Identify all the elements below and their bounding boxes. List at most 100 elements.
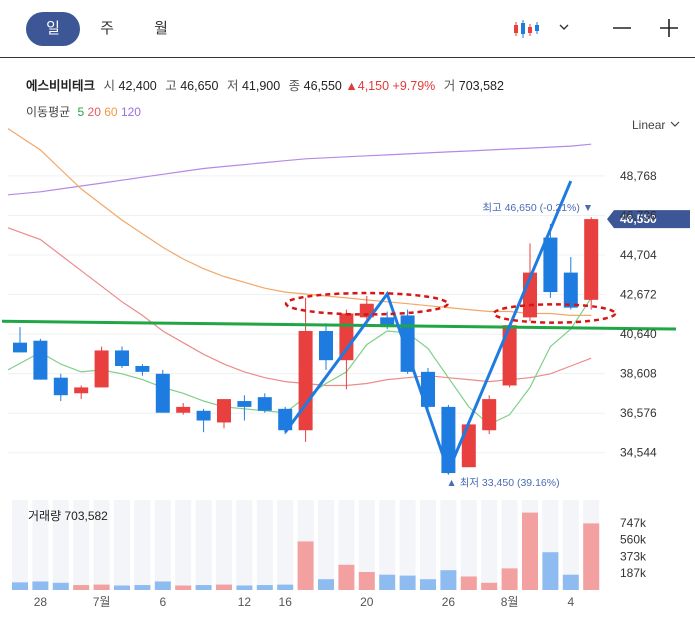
current-price-label: 46,550 (620, 212, 657, 226)
volume-bar (216, 584, 232, 590)
low-label: 저 (226, 79, 239, 93)
plus-icon[interactable] (655, 14, 683, 42)
candle-body (196, 410, 211, 421)
volume-bar (256, 585, 273, 590)
volume-bar (195, 585, 212, 590)
volume-bar (379, 574, 396, 590)
top-divider (0, 57, 695, 58)
candle-body (359, 303, 374, 318)
volume-column (420, 500, 436, 590)
volume-column (195, 500, 212, 590)
volume-title-value: 703,582 (64, 509, 108, 523)
candles (13, 217, 599, 475)
high-annotation: 최고 46,650 (-0.21%) ▼ (482, 202, 593, 214)
volume-tick-label: 373k (620, 549, 647, 563)
ma120-line (7, 143, 592, 196)
candle-body (380, 317, 395, 328)
volume-column (562, 500, 579, 590)
x-tick-label: 12 (238, 595, 252, 609)
x-tick-label: 8월 (501, 595, 519, 609)
y-tick-label: 38,608 (620, 367, 657, 381)
ma-60[interactable]: 60 (104, 105, 118, 119)
candle-body (135, 366, 150, 372)
volume-column (114, 500, 130, 590)
axes: 48,768 46,736 44,704 42,672 40,640 38,608 36,5… (34, 169, 657, 609)
x-tick-label: 16 (279, 595, 293, 609)
candle-body (319, 330, 333, 361)
volume-column (460, 500, 477, 590)
change-value: ▲4,150 (345, 79, 390, 93)
candle-body (563, 272, 578, 308)
volume-column (501, 500, 518, 590)
x-tick-label: 26 (442, 595, 456, 609)
high-label: 고 (165, 79, 177, 93)
volume-column (256, 500, 273, 590)
volume-bar (12, 582, 28, 590)
volume-column (481, 500, 498, 590)
volume-bar (134, 585, 151, 590)
ma-5[interactable]: 5 (77, 105, 85, 119)
candle-body (115, 350, 129, 367)
quote-summary: 에스비비테크 시 42,400 고 46,650 저 41,900 종 46,5… (26, 75, 504, 94)
candle-body (33, 340, 48, 380)
ma-label: 이동평균 (26, 105, 71, 119)
volume-column (73, 500, 90, 590)
volume-column (216, 500, 232, 590)
pattern-annotations: 최고 46,650 (-0.21%) ▼ ▲ 최저 33,450 (39.16%)… (1, 180, 690, 489)
candlestick-icon[interactable] (512, 14, 540, 42)
volume-column (12, 500, 28, 590)
ma-20[interactable]: 20 (87, 105, 101, 119)
pattern-line (283, 180, 573, 476)
candle-body (53, 377, 68, 396)
candle-body (237, 401, 252, 407)
volume-bar (236, 585, 253, 590)
volume-bar (338, 564, 355, 590)
x-tick-label: 4 (567, 595, 574, 609)
volume-bar (440, 570, 457, 590)
volume-bar (399, 575, 416, 590)
minus-icon[interactable] (608, 14, 636, 42)
tab-daily[interactable]: 일 (26, 12, 80, 46)
volume-column (93, 500, 110, 590)
volume-bar (297, 541, 314, 590)
y-tick-label: 46,736 (620, 208, 657, 222)
chevron-down-icon (670, 121, 680, 127)
volume-column (399, 500, 416, 590)
x-tick-label: 28 (34, 595, 48, 609)
volume-tick-label: 747k (620, 516, 647, 530)
stock-name: 에스비비테크 (26, 79, 96, 93)
volume-bar (154, 581, 171, 590)
candle-body (155, 373, 170, 413)
highlight-ellipse (492, 303, 617, 324)
candle-body (400, 315, 415, 372)
y-tick-label: 42,672 (620, 288, 657, 302)
ma-120[interactable]: 120 (120, 105, 141, 119)
x-tick-label: 6 (159, 595, 166, 609)
y-tick-label: 36,576 (620, 406, 657, 420)
scale-selector[interactable]: Linear (632, 118, 681, 132)
candle-body (257, 397, 272, 411)
ma60-line (7, 128, 592, 316)
volume-bars (12, 500, 600, 590)
y-tick-label: 48,768 (620, 169, 657, 183)
y-tick-label: 44,704 (620, 248, 657, 262)
volume-column (440, 500, 457, 590)
chevron-down-icon[interactable] (556, 14, 572, 42)
volume-column (52, 500, 69, 590)
low-annotation: ▲ 최저 33,450 (39.16%) (446, 477, 559, 489)
volume-column (318, 500, 334, 590)
volume-column (277, 500, 294, 590)
volume-bar (481, 582, 498, 590)
open-value: 42,400 (118, 79, 157, 93)
candle-body (543, 237, 558, 293)
tab-weekly[interactable]: 주 (100, 20, 114, 37)
volume-column (134, 500, 151, 590)
volume-tick-label: 187k (620, 566, 647, 580)
volume-title: 거래량 703,582 (28, 507, 108, 524)
volume-column (358, 500, 375, 590)
volume-bar (52, 582, 69, 590)
volume-label: 거 (443, 79, 456, 93)
candle-body (482, 399, 497, 431)
tab-monthly[interactable]: 월 (154, 20, 168, 37)
